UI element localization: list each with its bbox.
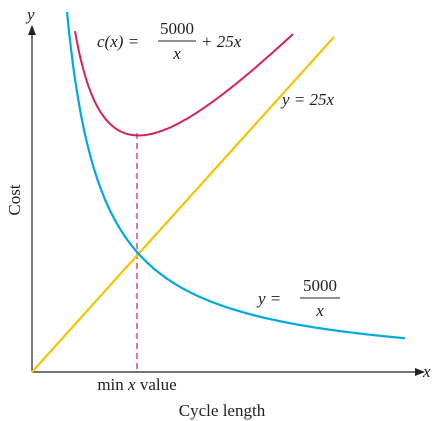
min-pre: min	[97, 375, 124, 394]
line-25x	[31, 36, 335, 373]
y-axis-label: Cost	[5, 184, 24, 215]
cost-curve	[74, 31, 294, 137]
min-label: min x value	[97, 375, 176, 394]
cost-den: x	[172, 44, 181, 63]
min-var: x	[127, 375, 136, 394]
hyperbola	[65, 11, 406, 340]
min-post: value	[140, 375, 177, 394]
hyp-num: 5000	[303, 276, 337, 295]
line-label: y = 25x	[280, 90, 335, 109]
cost-rest: + 25x	[201, 32, 242, 51]
cost-lhs: c(x) =	[97, 32, 139, 51]
x-axis-label: Cycle length	[179, 401, 266, 420]
hyp-den: x	[315, 301, 324, 320]
x-axis-name: x	[422, 362, 431, 381]
cost-num: 5000	[160, 19, 194, 38]
y-axis-name: y	[25, 5, 35, 24]
hyp-lhs: y =	[256, 289, 281, 308]
